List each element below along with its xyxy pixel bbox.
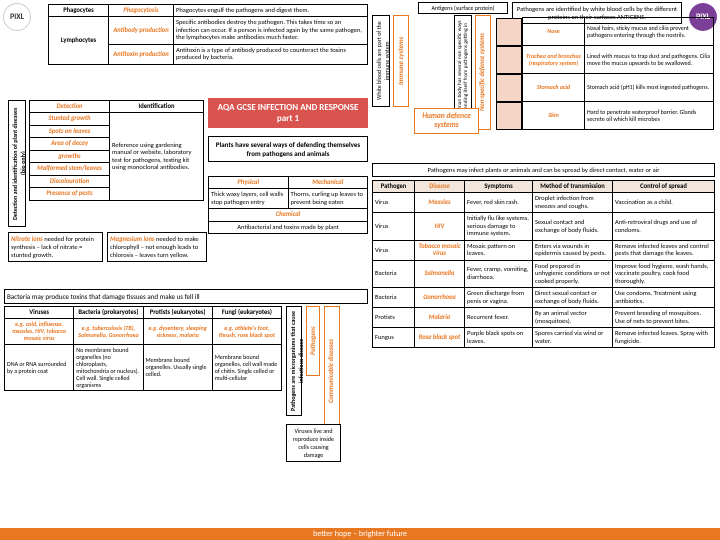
pathogen-table: PathogenDiseaseSymptomsMethod of transmi… (372, 180, 715, 348)
dr5: Discolouration (30, 175, 110, 187)
antibody-text: Specific antibodies destroy the pathogen… (174, 17, 368, 44)
antigens-label: Antigens (surface protein) (418, 2, 508, 14)
footer: better hope – brighter future (0, 528, 720, 540)
pd-h3: Chemical (209, 209, 368, 221)
immune-cells-table: PhagocytesPhagocytosisPhagocytes engulf … (48, 4, 368, 65)
antitoxin-text: Antitoxin is a type of antibody produced… (174, 44, 368, 64)
wbc-vlabel: White blood cells are part of the immune… (372, 15, 390, 107)
lymphocytes-h: Lymphocytes (49, 17, 109, 64)
antibody-prod: Antibody production (109, 17, 174, 44)
pd-h2: Mechanical (288, 177, 368, 189)
dr4: Malformed stem/leaves (30, 163, 110, 175)
detect-table: DetectionIdentification Stunted growthRe… (29, 100, 204, 201)
pixl-logo-left: PiXL (3, 3, 31, 31)
pathv-vlabel: Pathogens (306, 306, 320, 376)
virus-box: Viruses live and reproduce inside cells … (286, 424, 341, 462)
toxins-strip: Bacteria may produce toxins that damage … (4, 289, 368, 304)
main-title: AQA GCSE INFECTION AND RESPONSE part 1 (208, 98, 368, 128)
dr3: growths (30, 150, 110, 162)
pd-t1: Thick waxy layers, cell walls stop patho… (209, 189, 289, 209)
micro-table: VirusesBacteria (prokaryotes)Protists (e… (4, 306, 282, 391)
hds-callout: Human defence systems (414, 108, 479, 134)
dr1: Spots on leaves (30, 125, 110, 137)
detect-ref: Reference using gardening manual or webs… (110, 113, 204, 200)
path-vlabel: Pathogens are microrganisms that cause i… (286, 306, 302, 416)
detect-vlabel: Detection and identification of plant di… (8, 100, 26, 227)
phagocytosis: Phagocytosis (109, 5, 174, 17)
phagocytes-h: Phagocytes (49, 5, 109, 17)
dr6: Presence of pests (30, 188, 110, 200)
immune-vlabel: Immune systems (393, 15, 409, 107)
plants-box: Plants have several ways of defending th… (208, 136, 368, 162)
pd-t2: Thorns, curling up leaves to prevent bei… (288, 189, 368, 209)
pd-h1: Physical (209, 177, 289, 189)
comm-vlabel: Communicable diseases (324, 306, 340, 436)
spread-strip: Pathogens may infect plants or animals a… (372, 163, 715, 177)
plantdef-table: PhysicalMechanical Thick waxy layers, ce… (208, 176, 368, 234)
antitoxin-prod: Antitoxin production (109, 44, 174, 64)
magnesium-box: Magnesium ions needed to make chlorophyl… (107, 232, 207, 262)
dr2: Area of decay (30, 138, 110, 150)
phago-text: Phagocytes engulf the pathogens and dige… (174, 5, 368, 17)
detect-h1: Detection (30, 101, 110, 113)
defence-table: NoseNasal hairs, sticky mucus and cilia … (496, 17, 714, 130)
detect-h2: Identification (110, 101, 204, 113)
nitrate-box: Nitrate ions Nitrate ions needed for pro… (8, 232, 103, 262)
dr0: Stunted growth (30, 113, 110, 125)
pd-t3: Antibacterial and toxins made by plant (209, 221, 368, 233)
